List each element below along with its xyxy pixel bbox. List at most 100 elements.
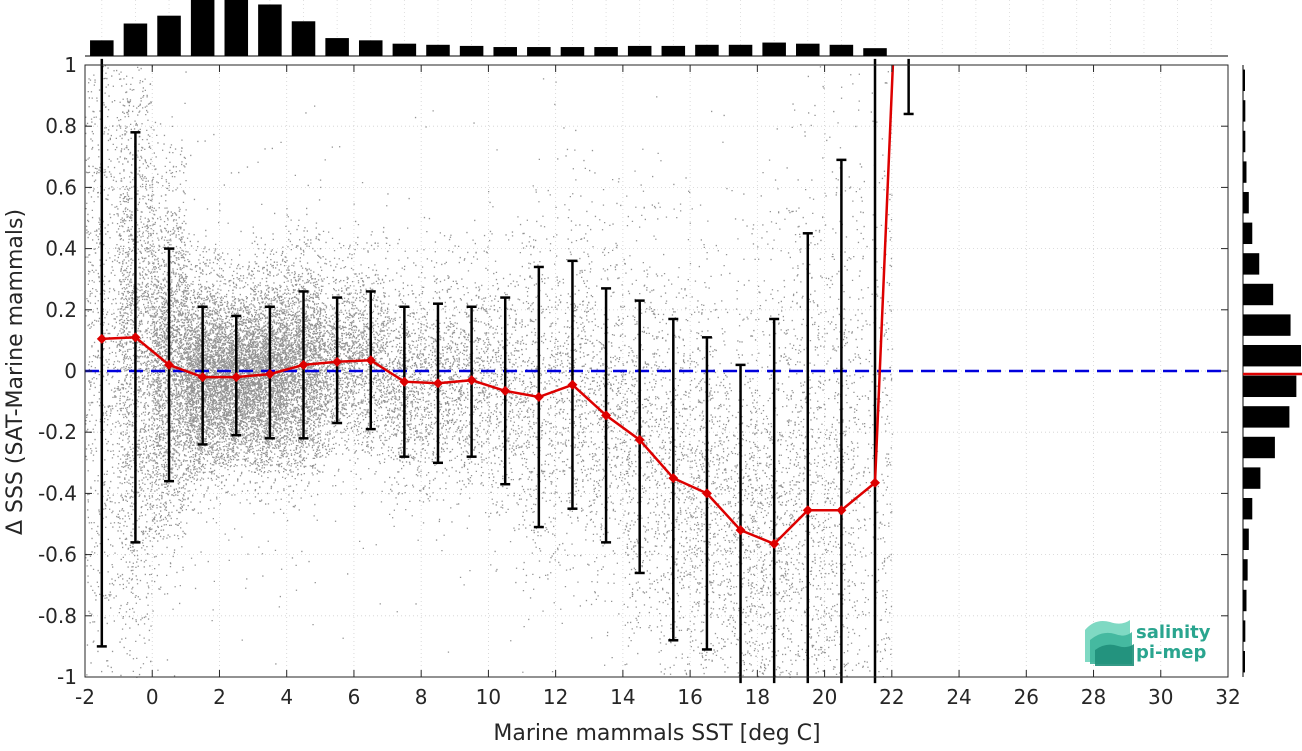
x-tick-label-2: 2 xyxy=(213,685,226,709)
mean-point-14 xyxy=(567,379,578,390)
right-hist-bar-9 xyxy=(1243,344,1301,367)
right-hist-bar-17 xyxy=(1243,589,1247,612)
x-tick-label-8: 14 xyxy=(610,685,635,709)
y-tick-label-9: 0.8 xyxy=(45,114,77,138)
error-bar-0 xyxy=(96,58,107,648)
y-tick-label-7: 0.4 xyxy=(45,237,77,261)
x-tick-label-16: 30 xyxy=(1148,685,1173,709)
top-hist-bar-18 xyxy=(695,44,719,56)
y-tick-label-5: 0 xyxy=(64,359,77,383)
x-tick-label-9: 16 xyxy=(677,685,702,709)
mean-point-11 xyxy=(466,375,477,386)
mean-point-2 xyxy=(164,359,175,370)
right-hist-bar-15 xyxy=(1243,528,1249,551)
x-axis-label: Marine mammals SST [deg C] xyxy=(493,721,820,746)
right-hist-bar-18 xyxy=(1243,620,1246,642)
top-hist-bar-8 xyxy=(358,40,383,56)
top-hist-bar-12 xyxy=(493,47,517,56)
x-tick-label-1: 0 xyxy=(146,685,159,709)
top-hist-bar-23 xyxy=(863,48,887,56)
top-hist-bar-20 xyxy=(762,42,786,56)
error-bar-20 xyxy=(769,317,780,684)
right-hist-bar-13 xyxy=(1243,467,1261,489)
mean-point-1 xyxy=(130,332,141,343)
mean-point-9 xyxy=(399,376,410,387)
top-hist-bar-3 xyxy=(190,0,215,56)
mean-point-21 xyxy=(802,505,813,516)
x-tick-label-17: 32 xyxy=(1215,685,1240,709)
y-tick-label-8: 0.6 xyxy=(45,175,77,199)
right-histogram xyxy=(1242,65,1302,677)
top-hist-bar-22 xyxy=(829,44,854,56)
top-hist-bar-5 xyxy=(258,4,282,57)
x-tick-label-5: 8 xyxy=(415,685,428,709)
error-bar-21 xyxy=(802,232,813,684)
right-hist-bar-4 xyxy=(1243,191,1249,214)
x-tick-labels: -2 0 2 4 6 8 10 12 14 16 18 20 22 24 26 28 30 32 xyxy=(75,685,1241,709)
error-bar-19 xyxy=(735,363,746,684)
mean-point-15 xyxy=(601,410,612,421)
top-hist-bar-7 xyxy=(325,38,349,56)
y-tick-label-10: 1 xyxy=(64,53,77,77)
top-hist-bar-1 xyxy=(123,23,148,56)
top-hist-bar-19 xyxy=(728,44,753,56)
top-hist-bar-13 xyxy=(527,47,551,56)
mean-point-13 xyxy=(533,392,544,403)
right-hist-bar-6 xyxy=(1243,253,1260,275)
error-bar-24 xyxy=(903,58,914,116)
mean-point-17 xyxy=(668,473,679,484)
mean-point-16 xyxy=(634,434,645,445)
right-hist-bar-7 xyxy=(1243,283,1274,306)
top-hist-bar-4 xyxy=(224,0,249,56)
top-hist-bar-14 xyxy=(560,47,585,56)
mean-point-8 xyxy=(365,355,376,366)
right-hist-bar-0 xyxy=(1243,69,1245,92)
x-tick-label-15: 28 xyxy=(1081,685,1106,709)
x-tick-label-11: 20 xyxy=(812,685,837,709)
mean-point-23 xyxy=(870,477,881,488)
mean-point-18 xyxy=(701,488,712,499)
right-hist-bar-5 xyxy=(1243,222,1253,245)
mean-point-5 xyxy=(264,369,275,380)
top-hist-bar-17 xyxy=(661,45,686,56)
top-hist-bar-2 xyxy=(157,15,181,56)
logo-line2: pi-mep xyxy=(1136,642,1206,663)
y-tick-label-1: -0.8 xyxy=(38,604,77,628)
right-hist-bar-2 xyxy=(1243,130,1246,153)
top-hist-bar-21 xyxy=(796,43,820,56)
y-tick-labels: -1 -0.8 -0.6 -0.4 -0.2 0 0.2 0.4 0.6 0.8 1 xyxy=(38,53,77,689)
right-hist-bar-12 xyxy=(1243,436,1275,459)
x-tick-label-7: 12 xyxy=(543,685,568,709)
mean-point-10 xyxy=(432,378,443,389)
logo-line1: salinity xyxy=(1136,622,1211,643)
mean-point-4 xyxy=(231,372,242,383)
binned-mean-line xyxy=(96,65,895,549)
x-tick-label-10: 18 xyxy=(745,685,770,709)
right-hist-bar-8 xyxy=(1243,314,1291,336)
right-hist-bar-10 xyxy=(1243,375,1297,398)
y-tick-label-6: 0.2 xyxy=(45,298,77,322)
wave-logo-icon xyxy=(1085,620,1134,666)
right-hist-bar-19 xyxy=(1243,650,1245,673)
top-hist-bar-11 xyxy=(459,45,484,56)
mean-point-3 xyxy=(197,372,208,383)
mean-point-7 xyxy=(332,356,343,367)
salinity-pi-mep-logo: salinity pi-mep xyxy=(1085,620,1211,666)
top-hist-bar-9 xyxy=(392,43,417,56)
right-hist-bar-3 xyxy=(1243,161,1247,183)
right-hist-bar-14 xyxy=(1243,497,1253,520)
mean-point-6 xyxy=(298,359,309,370)
top-histogram xyxy=(85,0,1228,57)
mean-point-19 xyxy=(735,525,746,536)
x-tick-label-14: 26 xyxy=(1014,685,1039,709)
top-hist-bar-16 xyxy=(627,45,652,56)
top-hist-bar-10 xyxy=(426,44,450,56)
top-hist-bar-0 xyxy=(90,40,114,56)
y-axis-label: Δ SSS (SAT-Marine mammals) xyxy=(3,209,28,535)
mean-point-12 xyxy=(500,385,511,396)
mean-point-20 xyxy=(769,538,780,549)
x-tick-label-0: -2 xyxy=(75,685,95,709)
y-tick-label-0: -1 xyxy=(57,665,77,689)
